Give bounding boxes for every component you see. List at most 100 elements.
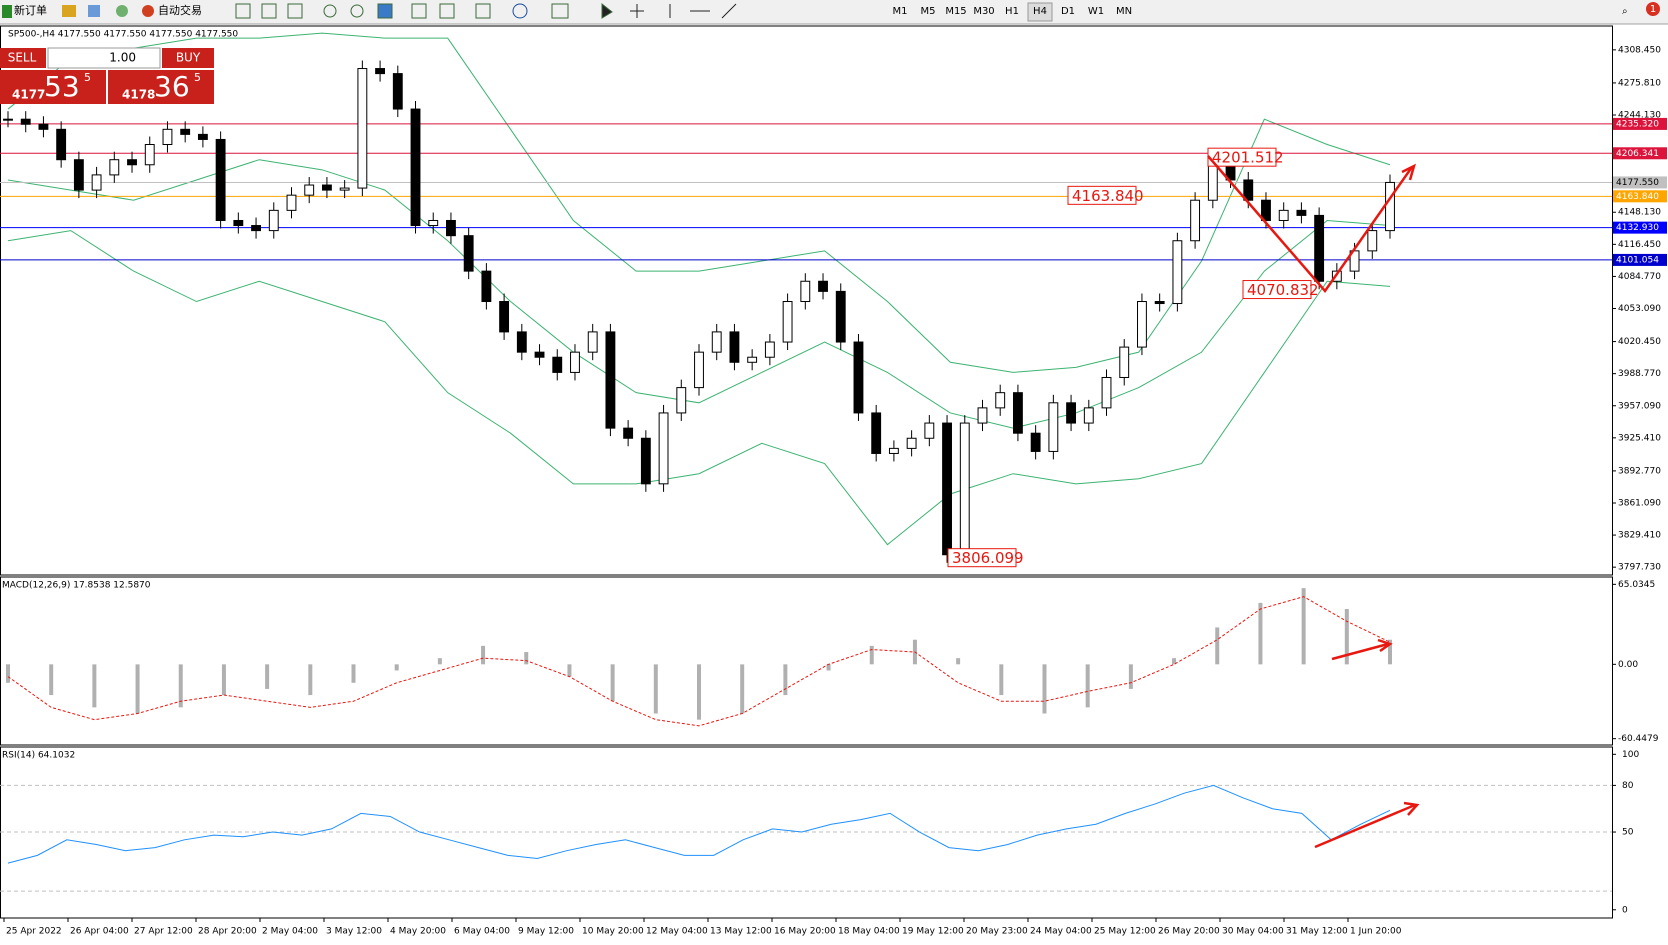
panel-title: MACD(12,26,9) 17.8538 12.5870	[2, 581, 151, 591]
bid-big: 4177	[12, 88, 45, 102]
x-tick-label: 6 May 04:00	[454, 927, 510, 937]
candle	[1190, 199, 1201, 242]
candle	[623, 427, 634, 439]
timeframe[interactable]: H1	[1005, 6, 1019, 17]
x-tick-label: 12 May 04:00	[646, 927, 708, 937]
timeframe[interactable]: MN	[1116, 6, 1132, 17]
y-tick-label: 0	[1622, 905, 1628, 915]
tool[interactable]	[475, 3, 491, 19]
candle	[109, 159, 120, 176]
candle	[73, 159, 84, 191]
level-tag	[1613, 176, 1667, 189]
new-order[interactable]: 新订单	[14, 3, 47, 17]
tool[interactable]	[287, 3, 303, 19]
volume-input[interactable]	[47, 47, 161, 69]
timeframe[interactable]: M30	[973, 6, 994, 17]
bid-box[interactable]	[0, 70, 106, 104]
panel	[0, 576, 1613, 746]
icon[interactable]	[116, 5, 128, 17]
tool[interactable]	[439, 3, 455, 19]
candle	[711, 331, 722, 353]
timeframe-active	[1027, 2, 1053, 22]
timeframe[interactable]: W1	[1088, 6, 1104, 17]
buy-button[interactable]	[162, 48, 214, 68]
tool[interactable]	[512, 3, 528, 19]
candle	[747, 356, 758, 363]
candle	[180, 128, 191, 135]
candle	[977, 407, 988, 424]
icon[interactable]	[88, 5, 100, 17]
candle	[658, 412, 669, 485]
candle	[1012, 392, 1023, 434]
tool[interactable]	[551, 3, 569, 19]
candle	[127, 159, 137, 166]
candle	[251, 225, 261, 232]
zoom-out[interactable]	[350, 4, 364, 18]
candle	[481, 270, 492, 303]
bid-digits: 53	[44, 70, 80, 103]
y-tick-label: 4275.810	[1618, 78, 1661, 88]
candle	[304, 184, 315, 196]
candle	[818, 280, 828, 292]
trend-arrows	[1207, 155, 1420, 849]
x-tick-label: 10 May 20:00	[582, 927, 644, 937]
zoom-in[interactable]	[323, 4, 337, 18]
annotation: 4070.832	[1247, 281, 1319, 299]
candle	[764, 341, 775, 358]
timeframe[interactable]: D1	[1061, 6, 1075, 17]
volume: 1.00	[109, 51, 136, 65]
arrow-head	[1401, 163, 1416, 181]
candle	[694, 351, 704, 389]
tool[interactable]	[411, 3, 427, 19]
candle	[446, 219, 456, 237]
x-tick-label: 18 May 04:00	[838, 927, 900, 937]
crosshair[interactable]	[630, 4, 644, 18]
ask-box[interactable]	[108, 70, 214, 104]
candle	[339, 187, 350, 191]
candle	[1296, 209, 1307, 216]
candle	[835, 290, 846, 343]
candle	[499, 301, 510, 333]
tool[interactable]	[261, 3, 277, 19]
candle	[233, 219, 244, 227]
sell-button[interactable]	[0, 48, 46, 68]
y-tick-label: 80	[1622, 781, 1634, 791]
candle	[428, 219, 439, 227]
y-tick-label: 3797.730	[1618, 563, 1661, 573]
candle	[91, 174, 102, 191]
candle	[1172, 240, 1183, 305]
candle	[995, 392, 1006, 409]
auto-trading-icon[interactable]	[142, 5, 154, 17]
x-tick-label: 9 May 12:00	[518, 927, 574, 937]
timeframe[interactable]: M15	[945, 6, 966, 17]
notification-badge[interactable]	[1646, 2, 1660, 16]
candle	[1367, 230, 1378, 252]
candle	[357, 68, 368, 189]
level-tag	[1613, 221, 1667, 234]
timeframe[interactable]: M5	[921, 6, 936, 17]
panel-title: SP500-,H4 4177.550 4177.550 4177.550 417…	[8, 30, 238, 40]
level-label: 4206.341	[1616, 149, 1659, 159]
timeframe[interactable]: H4	[1033, 6, 1047, 17]
candle	[800, 280, 811, 303]
tool[interactable]	[377, 3, 393, 19]
macd-arrow	[1331, 638, 1393, 661]
cursor[interactable]	[601, 2, 613, 19]
level-tag	[1613, 190, 1667, 203]
new-order-icon[interactable]	[2, 5, 12, 18]
candle	[605, 331, 616, 429]
plots: 4308.450 4275.810 4244.130 4148.130 4116.450…	[0, 25, 1667, 937]
tool-icons	[235, 2, 737, 19]
search[interactable]: ⌕	[1622, 6, 1628, 17]
candle	[3, 118, 13, 121]
x-tick-label: 24 May 04:00	[1030, 927, 1092, 937]
candle	[1278, 209, 1289, 221]
line-tools[interactable]	[669, 3, 737, 19]
timeframe[interactable]: M1	[893, 6, 908, 17]
y-tick-label: 3861.090	[1618, 498, 1661, 508]
icon[interactable]	[62, 5, 76, 17]
annotation: 4201.512	[1212, 149, 1284, 167]
tool[interactable]	[235, 3, 251, 19]
auto-trading[interactable]: 自动交易	[158, 3, 202, 17]
candle	[959, 422, 970, 556]
